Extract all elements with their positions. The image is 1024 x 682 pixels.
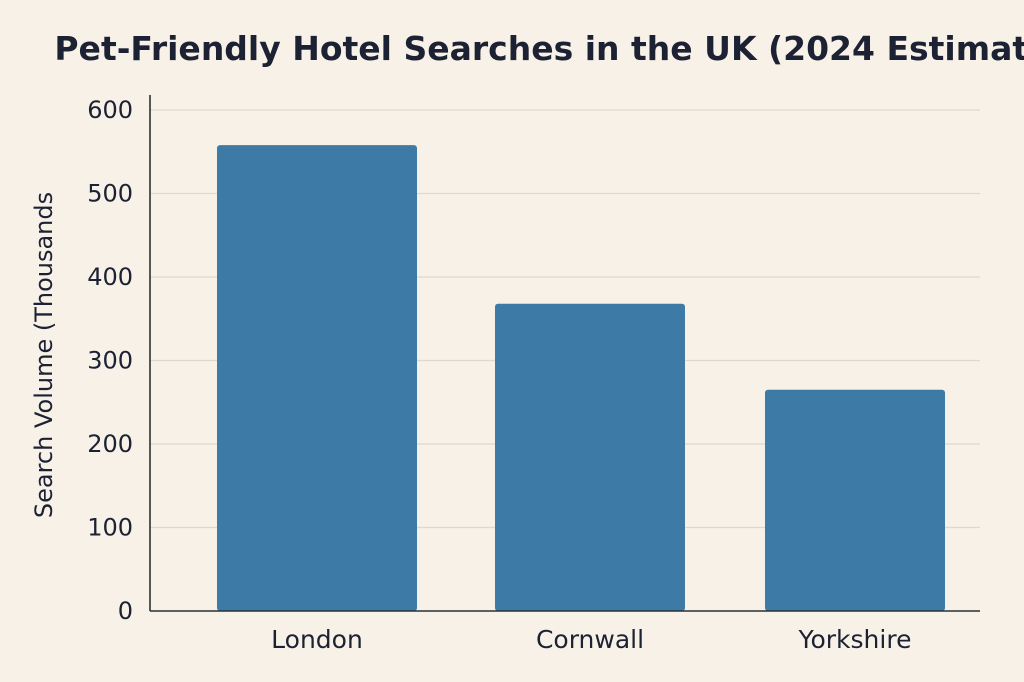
y-tick-label: 600 bbox=[87, 96, 133, 124]
axes bbox=[149, 95, 980, 612]
bar-london bbox=[217, 145, 417, 611]
y-axis-label: Search Volume (Thousands bbox=[30, 192, 58, 518]
bar-cornwall bbox=[495, 303, 685, 611]
x-tick-label: Cornwall bbox=[536, 625, 644, 654]
bar-yorkshire bbox=[765, 389, 945, 611]
y-tick-label: 300 bbox=[87, 347, 133, 375]
x-tick-label: Yorkshire bbox=[798, 625, 912, 654]
bars bbox=[217, 145, 945, 611]
x-category-labels: London Cornwall Yorkshire bbox=[271, 625, 911, 654]
y-tick-label: 200 bbox=[87, 430, 133, 458]
y-tick-label: 400 bbox=[87, 263, 133, 291]
x-tick-label: London bbox=[271, 625, 363, 654]
y-tick-label: 0 bbox=[118, 597, 133, 625]
chart-title: Pet-Friendly Hotel Searches in the UK (2… bbox=[54, 29, 1024, 68]
y-tick-label: 100 bbox=[87, 514, 133, 542]
y-tick-label: 500 bbox=[87, 180, 133, 208]
y-tick-labels: 0 100 200 300 400 500 600 bbox=[87, 96, 133, 625]
